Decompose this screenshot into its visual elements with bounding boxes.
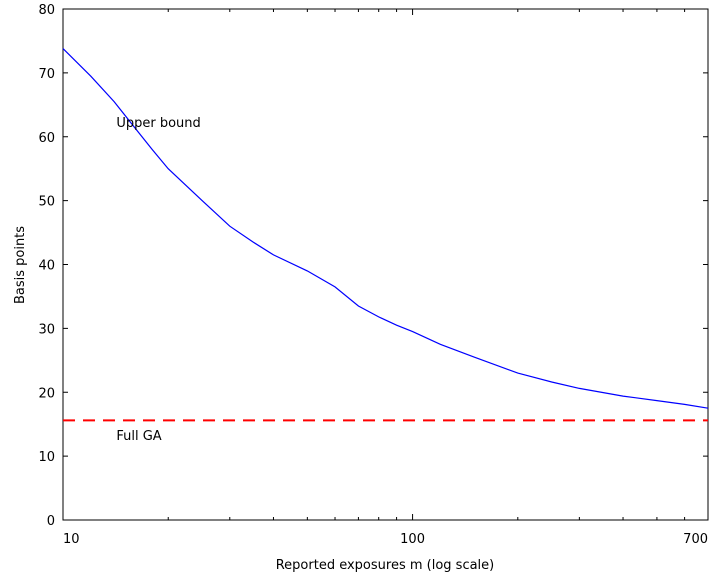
annotation-layer: Upper bound Full GA xyxy=(116,116,200,444)
x-tick-label: 10 xyxy=(63,532,80,547)
y-tick-label: 50 xyxy=(38,195,55,210)
y-tick-label: 30 xyxy=(38,322,55,337)
annotation-label: Full GA xyxy=(116,429,161,444)
y-tick-label: 10 xyxy=(38,450,55,465)
y-tick-label: 80 xyxy=(38,3,55,18)
y-tick-label: 20 xyxy=(38,386,55,401)
upper-bound-line xyxy=(62,48,709,409)
ticks-layer: 0 10 20 30 40 50 60 70 80 10 100 700 xyxy=(38,3,709,547)
x-axis-label: Reported exposures m (log scale) xyxy=(276,558,495,573)
y-axis-label: Basis points xyxy=(13,226,28,304)
x-tick-label: 700 xyxy=(683,532,708,547)
y-tick-label: 60 xyxy=(38,131,55,146)
series-layer xyxy=(62,48,709,422)
y-tick-label: 0 xyxy=(47,514,55,529)
annotation-label: Upper bound xyxy=(116,116,200,131)
y-tick-label: 40 xyxy=(38,259,55,274)
x-tick-label: 100 xyxy=(400,532,425,547)
y-tick-label: 70 xyxy=(38,67,55,82)
